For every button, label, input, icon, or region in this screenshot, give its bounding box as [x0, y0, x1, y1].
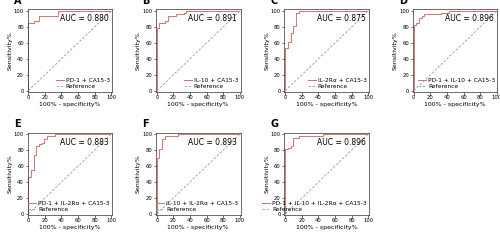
Text: C: C [271, 0, 278, 6]
Text: G: G [271, 119, 279, 129]
Legend: IL-2Rα + CA15-3, Reference: IL-2Rα + CA15-3, Reference [308, 78, 368, 90]
Y-axis label: Sensitivity%: Sensitivity% [8, 154, 12, 193]
Legend: PD-1 + IL-2Rα + CA15-3, Reference: PD-1 + IL-2Rα + CA15-3, Reference [28, 201, 110, 213]
Y-axis label: Sensitivity%: Sensitivity% [393, 31, 398, 70]
Text: B: B [142, 0, 150, 6]
Y-axis label: Sensitivity%: Sensitivity% [264, 154, 270, 193]
Text: A: A [14, 0, 22, 6]
Legend: PD-1 + IL-10 + CA15-3, Reference: PD-1 + IL-10 + CA15-3, Reference [418, 78, 496, 90]
Text: AUC = 0.891: AUC = 0.891 [188, 14, 237, 23]
Text: AUC = 0.893: AUC = 0.893 [188, 138, 237, 147]
Text: F: F [142, 119, 149, 129]
Legend: IL-10 + CA15-3, Reference: IL-10 + CA15-3, Reference [183, 78, 239, 90]
X-axis label: 100% - specificity%: 100% - specificity% [296, 101, 358, 107]
Y-axis label: Sensitivity%: Sensitivity% [136, 31, 141, 70]
Legend: IL-10 + IL-2Rα + CA15-3, Reference: IL-10 + IL-2Rα + CA15-3, Reference [156, 201, 239, 213]
Y-axis label: Sensitivity%: Sensitivity% [264, 31, 270, 70]
Text: AUC = 0.883: AUC = 0.883 [60, 138, 108, 147]
Text: AUC = 0.875: AUC = 0.875 [316, 14, 366, 23]
X-axis label: 100% - specificity%: 100% - specificity% [296, 225, 358, 230]
X-axis label: 100% - specificity%: 100% - specificity% [168, 101, 229, 107]
X-axis label: 100% - specificity%: 100% - specificity% [424, 101, 486, 107]
Text: E: E [14, 119, 20, 129]
X-axis label: 100% - specificity%: 100% - specificity% [39, 101, 100, 107]
X-axis label: 100% - specificity%: 100% - specificity% [39, 225, 100, 230]
Text: D: D [400, 0, 407, 6]
X-axis label: 100% - specificity%: 100% - specificity% [168, 225, 229, 230]
Legend: PD-1 + CA15-3, Reference: PD-1 + CA15-3, Reference [55, 78, 110, 90]
Text: AUC = 0.896: AUC = 0.896 [316, 138, 366, 147]
Legend: PD-1 + IL-10 + IL-2Rα + CA15-3, Reference: PD-1 + IL-10 + IL-2Rα + CA15-3, Referenc… [262, 201, 368, 213]
Text: AUC = 0.880: AUC = 0.880 [60, 14, 108, 23]
Text: AUC = 0.896: AUC = 0.896 [445, 14, 494, 23]
Y-axis label: Sensitivity%: Sensitivity% [136, 154, 141, 193]
Y-axis label: Sensitivity%: Sensitivity% [8, 31, 12, 70]
